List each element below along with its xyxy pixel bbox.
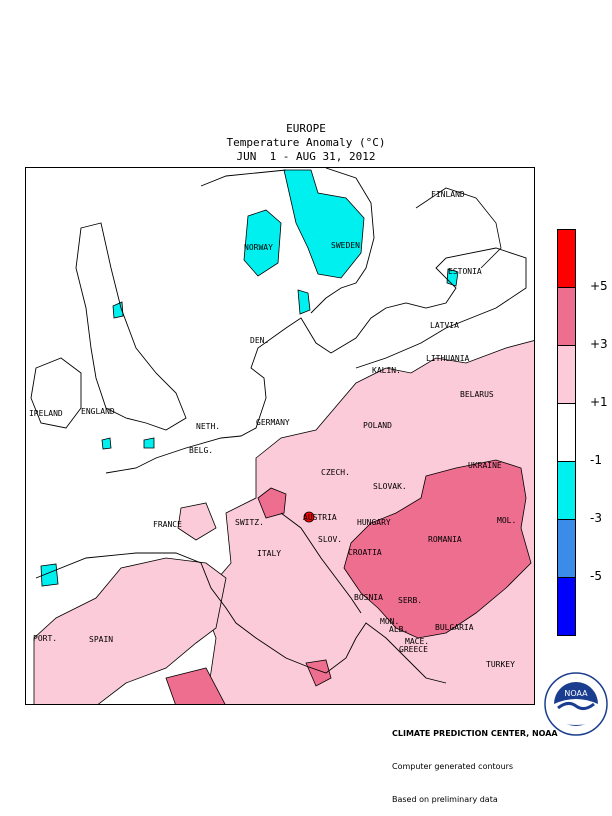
- label-france: FRANCE: [153, 520, 182, 529]
- label-germany: GERMANY: [256, 418, 290, 427]
- label-montenegro: MON.: [380, 617, 400, 626]
- label-ukraine: UKRAINE: [468, 461, 502, 470]
- legend-swatch: [557, 461, 576, 520]
- label-sweden: SWEDEN: [331, 241, 360, 250]
- title-period: JUN 1 - AUG 31, 2012: [236, 150, 376, 163]
- label-poland: POLAND: [363, 421, 392, 430]
- legend-swatch: [557, 519, 576, 578]
- legend-tick-label: -3: [590, 511, 602, 525]
- legend-tick-label: +3: [590, 337, 608, 351]
- credit-method: Computer generated contours: [392, 762, 514, 771]
- label-bulgaria: BULGARIA: [435, 623, 474, 632]
- legend-swatch: [557, 577, 576, 636]
- legend-swatch: [557, 345, 576, 404]
- label-macedonia: MACE.: [405, 637, 430, 646]
- label-moldova: MOL.: [497, 516, 517, 525]
- legend-swatch: [557, 403, 576, 462]
- label-switz: SWITZ.: [235, 518, 264, 527]
- label-bosnia: BOSNIA: [354, 593, 383, 602]
- anomaly-zone-minus1: [40, 169, 459, 587]
- map-title: EUROPE Temperature Anomaly (°C) JUN 1 - …: [0, 122, 612, 164]
- label-hungary: HUNGARY: [357, 518, 391, 527]
- label-slovak: SLOVAK.: [373, 482, 407, 491]
- label-latvia: LATVIA: [430, 321, 459, 330]
- legend-tick-label: -1: [590, 453, 602, 467]
- label-romania: ROMANIA: [428, 535, 462, 544]
- label-ireland: IRELAND: [29, 409, 63, 418]
- legend-swatch: [557, 229, 576, 288]
- label-norway: NORWAY: [244, 243, 273, 252]
- credit-block: CLIMATE PREDICTION CENTER, NOAA Computer…: [392, 706, 558, 816]
- credit-data-note: Based on preliminary data: [392, 795, 498, 804]
- legend-swatch: [557, 287, 576, 346]
- label-austria: AUSTRIA: [303, 513, 337, 522]
- label-croatia: CROATIA: [348, 548, 382, 557]
- legend-tick-label: -5: [590, 569, 602, 583]
- label-greece: GREECE: [399, 645, 428, 654]
- legend-tick-label: +1: [590, 395, 608, 409]
- label-slovenia: SLOV.: [318, 535, 343, 544]
- anomaly-zone-plus5: [303, 511, 315, 523]
- title-region: EUROPE: [286, 122, 326, 135]
- label-italy: ITALY: [257, 549, 282, 558]
- noaa-logo-icon: NOAA: [544, 672, 608, 736]
- label-spain: SPAIN: [89, 635, 114, 644]
- label-belarus: BELARUS: [460, 390, 494, 399]
- label-belg: BELG.: [189, 446, 214, 455]
- label-lithuania: LITHUANIA: [426, 354, 470, 363]
- noaa-logo-text: NOAA: [564, 689, 588, 698]
- label-estonia: ESTONIA: [448, 267, 482, 276]
- label-albania: ALB.: [389, 625, 409, 634]
- anomaly-zone-plus3: [165, 459, 532, 704]
- label-denmark: DEN.: [250, 336, 270, 345]
- label-finland: FINLAND: [431, 190, 465, 199]
- label-turkey: TURKEY: [486, 660, 515, 669]
- title-variable: Temperature Anomaly (°C): [226, 136, 386, 149]
- label-england: ENGLAND: [81, 407, 115, 416]
- label-czech: CZECH.: [321, 468, 350, 477]
- credit-org: CLIMATE PREDICTION CENTER, NOAA: [392, 729, 558, 738]
- label-portugal: PORT.: [33, 634, 58, 643]
- legend-tick-label: +5: [590, 279, 608, 293]
- coastlines: [30, 168, 527, 684]
- anomaly-map: FINLAND NORWAY SWEDEN ESTONIA LATVIA LIT…: [25, 167, 535, 705]
- label-serbia: SERB.: [398, 596, 423, 605]
- label-kalin: KALIN.: [372, 366, 401, 375]
- contour-line: [415, 187, 502, 269]
- label-neth: NETH.: [196, 422, 221, 431]
- map-canvas: [30, 168, 534, 704]
